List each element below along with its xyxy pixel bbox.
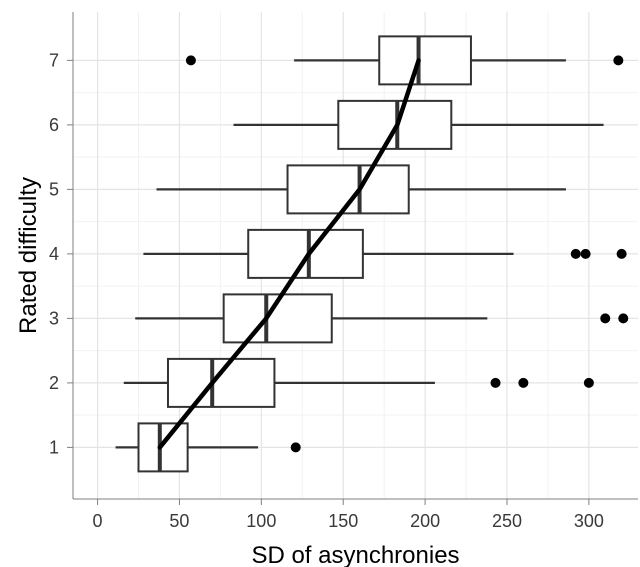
x-tick-label: 100 <box>246 511 276 531</box>
x-tick-label: 200 <box>410 511 440 531</box>
trend-line <box>157 58 421 450</box>
x-axis-title: SD of asynchronies <box>251 542 459 567</box>
outlier-point <box>583 377 594 388</box>
y-tick-label: 1 <box>49 437 59 457</box>
x-tick-label: 250 <box>492 511 522 531</box>
outlier-point <box>185 55 196 66</box>
outlier-point <box>613 55 624 66</box>
box <box>247 228 364 279</box>
y-tick-label: 2 <box>49 373 59 393</box>
x-tick-label: 150 <box>328 511 358 531</box>
boxplot-5 <box>156 164 566 215</box>
boxplot-1 <box>115 422 301 473</box>
outlier-point <box>490 377 501 388</box>
y-tick-label: 7 <box>49 50 59 70</box>
x-tick-label: 0 <box>93 511 103 531</box>
x-tick-label: 50 <box>169 511 189 531</box>
y-tick-label: 4 <box>49 244 59 264</box>
outlier-point <box>570 248 581 259</box>
y-tick-label: 5 <box>49 179 59 199</box>
outlier-point <box>616 248 627 259</box>
outlier-point <box>290 442 301 453</box>
box <box>378 35 472 86</box>
axes: 0 50 100 150 200 250 300 1 2 3 4 5 6 7 <box>49 12 638 531</box>
y-axis-title: Rated difficulty <box>15 177 42 334</box>
box <box>137 422 189 473</box>
boxplot-4 <box>143 228 627 279</box>
boxplot-2 <box>123 357 594 408</box>
x-tick-label: 300 <box>574 511 604 531</box>
outlier-point <box>600 313 611 324</box>
trend-line-group <box>157 58 421 450</box>
outlier-point <box>580 248 591 259</box>
y-tick-label: 6 <box>49 115 59 135</box>
outlier-point <box>518 377 529 388</box>
y-tick-label: 3 <box>49 308 59 328</box>
outlier-point <box>618 313 629 324</box>
box <box>166 357 276 408</box>
